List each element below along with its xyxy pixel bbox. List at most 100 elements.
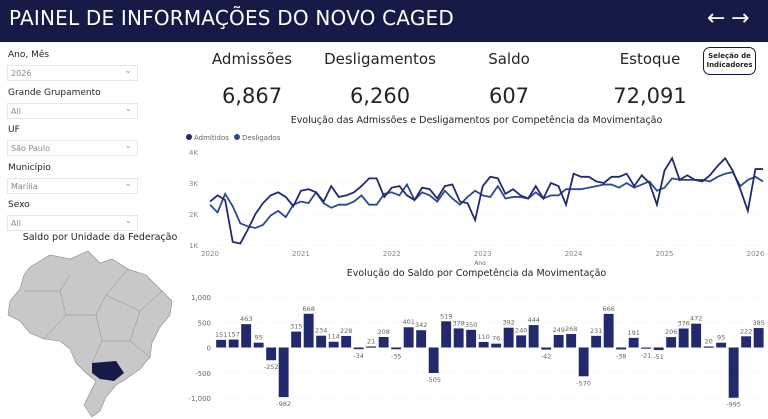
bar-data-label: 95 [255, 334, 263, 342]
x-tick-label: 2021 [292, 250, 310, 258]
filter-dropdown[interactable]: 2026 ⌄ [7, 65, 138, 81]
bar-data-label: 240 [515, 326, 527, 334]
bar-data-label: -982 [276, 400, 291, 408]
bar-data-label: 385 [752, 319, 764, 327]
saldo-bar [691, 323, 702, 348]
saldo-bar [753, 328, 764, 348]
saldo-bar [491, 343, 502, 348]
kpi-admissoes-label: Admissões [211, 50, 293, 68]
saldo-bar [628, 337, 639, 348]
chevron-down-icon: ⌄ [124, 141, 132, 151]
bar-data-label: 472 [690, 315, 702, 323]
bar-data-label: 157 [227, 331, 239, 339]
saldo-bar [503, 327, 514, 348]
saldo-bar [553, 334, 564, 348]
y-tick-label: 3K [189, 180, 198, 188]
map-title: Saldo por Unidade da Federação [22, 232, 178, 243]
y-tick-label: -1,000 [188, 395, 211, 403]
chevron-down-icon: ⌄ [124, 103, 132, 114]
bar-data-label: 76 [492, 335, 500, 343]
bar-data-label: 234 [315, 327, 327, 335]
filter-value: Marília [11, 181, 38, 191]
bar-data-label: 444 [527, 316, 539, 324]
series-line-desligados [209, 171, 764, 229]
saldo-bar [566, 333, 577, 348]
saldo-bar [391, 347, 402, 350]
bar-data-label: 20 [705, 337, 713, 345]
bar-data-label: -35 [391, 352, 402, 360]
bar-data-label: 315 [290, 323, 302, 331]
brazil-shape [7, 250, 173, 418]
bar-data-label: -570 [576, 379, 591, 387]
indicator-selection-button[interactable]: Seleção de Indicadores [703, 47, 756, 75]
forward-arrow-icon[interactable]: → [731, 6, 750, 31]
filter-dropdown[interactable]: Marília ⌄ [7, 177, 138, 194]
filter-value: 2026 [11, 69, 32, 78]
saldo-bar [528, 325, 539, 348]
saldo-bar [578, 347, 589, 377]
bar-data-label: 392 [502, 319, 514, 327]
saldo-bar [216, 339, 227, 348]
kpi-estoque-value: 72,091 [613, 84, 687, 108]
bar-data-label: 376 [677, 320, 689, 328]
line-chart-title: Evolução das Admissões e Desligamentos p… [290, 115, 663, 126]
bar-data-label: -21 [641, 352, 652, 360]
saldo-bar [591, 335, 602, 348]
saldo-bar [266, 347, 277, 361]
saldo-bar [703, 346, 714, 348]
bar-data-label: 208 [377, 328, 389, 336]
kpi-estoque-label: Estoque [619, 50, 681, 68]
filter-value: São Paulo [11, 144, 50, 153]
saldo-bar [616, 347, 627, 350]
bar-data-label: 191 [627, 329, 639, 337]
saldo-bar [603, 313, 614, 348]
bar-data-label: -38 [616, 352, 627, 360]
saldo-bar [253, 342, 264, 348]
saldo-bar [303, 313, 314, 348]
sao-paulo-state[interactable] [92, 361, 124, 381]
bar-data-label: -42 [541, 353, 552, 361]
back-arrow-icon[interactable]: ← [707, 6, 726, 31]
bar-data-label: -252 [264, 363, 279, 371]
saldo-bar [641, 347, 652, 349]
chevron-down-icon: ⌄ [124, 216, 132, 226]
bar-data-label: 231 [590, 327, 602, 335]
saldo-bar [353, 347, 364, 350]
saldo-bar [378, 336, 389, 348]
bar-data-label: -995 [726, 401, 741, 409]
state-borders [24, 268, 163, 364]
saldo-bar [728, 347, 739, 398]
saldo-bar [328, 341, 339, 348]
filter-dropdown[interactable]: All ⌄ [7, 102, 138, 119]
legend-marker [186, 134, 192, 140]
filter-dropdown[interactable]: São Paulo ⌄ [7, 140, 138, 156]
bar-data-label: 21 [367, 337, 375, 345]
x-tick-label: 2022 [383, 250, 401, 258]
bar-data-label: 401 [402, 318, 414, 326]
bar-data-label: 110 [477, 333, 489, 341]
saldo-bar [403, 327, 414, 348]
bar-data-label: 519 [440, 312, 452, 320]
x-tick-label: 2026 [747, 250, 765, 258]
x-tick-label: 2024 [565, 250, 583, 258]
y-tick-label: -500 [195, 370, 211, 378]
bar-data-label: 151 [215, 331, 227, 339]
chevron-down-icon: ⌄ [124, 178, 132, 189]
saldo-bar [341, 335, 352, 348]
saldo-bar [666, 337, 677, 348]
filter-dropdown[interactable]: All ⌄ [7, 215, 138, 231]
saldo-bar [653, 347, 664, 351]
y-tick-label: 1,000 [191, 294, 211, 302]
chevron-down-icon: ⌄ [124, 66, 132, 76]
saldo-bar [241, 324, 252, 348]
saldo-bar [316, 335, 327, 348]
saldo-bar [228, 339, 239, 348]
x-tick-label: 2023 [474, 250, 492, 258]
bar-data-label: 114 [327, 333, 339, 341]
y-tick-label: 2K [189, 211, 198, 219]
bar-data-label: 342 [415, 321, 427, 329]
y-tick-label: 500 [198, 319, 211, 327]
brazil-map[interactable] [0, 245, 180, 419]
filter-label: Sexo [8, 200, 30, 210]
